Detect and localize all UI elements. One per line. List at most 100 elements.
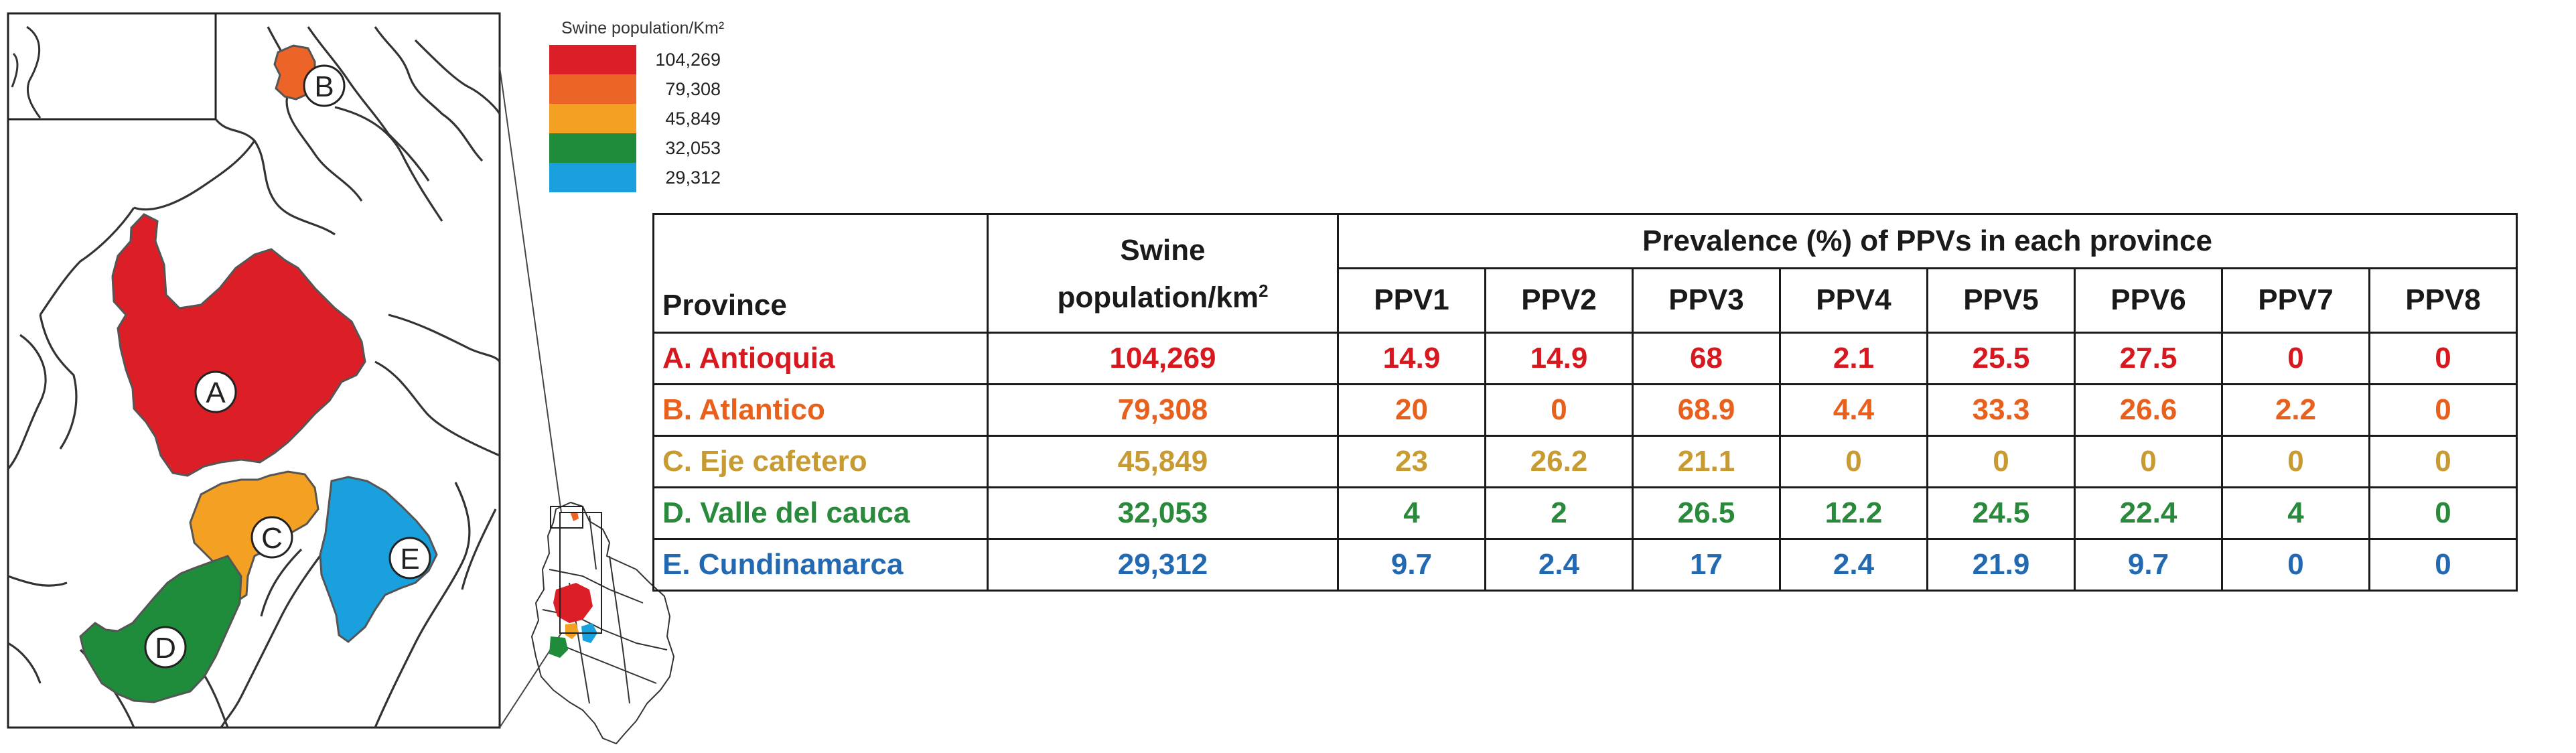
province-cell: A. Antioquia [652, 331, 989, 385]
table-row: D. Valle del cauca 32,053 4 2 26.5 12.2 … [652, 486, 2518, 540]
inset-zoom-frame [559, 512, 602, 634]
prevalence-cell: 26.2 [1484, 434, 1634, 488]
prevalence-table: Swine population/km2 Prevalence (%) of P… [652, 213, 2518, 592]
population-cell: 104,269 [987, 331, 1339, 385]
legend-value: 104,269 [655, 49, 721, 70]
province-cell: C. Eje cafetero [652, 434, 989, 488]
ppv-header: PPV2 [1484, 267, 1634, 334]
prevalence-cell: 33.3 [1926, 383, 2076, 437]
province-header-top [652, 213, 989, 269]
marker-label: D [155, 632, 176, 665]
prevalence-cell: 12.2 [1779, 486, 1928, 540]
legend-item: 79,308 [549, 74, 750, 104]
marker-label: B [314, 70, 334, 103]
table-row: E. Cundinamarca 29,312 9.7 2.4 17 2.4 21… [652, 537, 2518, 592]
prevalence-header: Prevalence (%) of PPVs in each province [1337, 213, 2518, 269]
ppv-header: PPV7 [2221, 267, 2370, 334]
legend-swatch [549, 163, 636, 192]
ppv-header: PPV8 [2368, 267, 2518, 334]
prevalence-cell: 2 [1484, 486, 1634, 540]
legend-value: 29,312 [665, 167, 721, 188]
map-inset-frame [8, 13, 217, 121]
zoom-line [499, 66, 562, 513]
prevalence-cell: 17 [1632, 537, 1781, 592]
province-cell: D. Valle del cauca [652, 486, 989, 540]
legend-swatch [549, 45, 636, 74]
legend-swatch [549, 74, 636, 104]
prevalence-cell: 68.9 [1632, 383, 1781, 437]
prevalence-cell: 0 [2368, 537, 2518, 592]
province-header: Province [652, 268, 989, 334]
marker-d: D [144, 626, 187, 669]
legend: Swine population/Km² 104,269 79,308 45,8… [549, 19, 750, 192]
legend-item: 104,269 [549, 45, 750, 74]
region-antioquia [111, 213, 366, 477]
map-coast-line [26, 25, 42, 119]
prevalence-cell: 0 [1926, 434, 2076, 488]
inset-region-antioquia [553, 583, 593, 623]
prevalence-cell: 2.1 [1779, 331, 1928, 385]
legend-title: Swine population/Km² [561, 19, 725, 38]
map-frame [7, 12, 501, 729]
prevalence-cell: 4.4 [1779, 383, 1928, 437]
table-subheader-row: Province PPV1 PPV2 PPV3 PPV4 PPV5 PPV6 P… [652, 267, 2518, 334]
prevalence-cell: 4 [2221, 486, 2370, 540]
prevalence-table-wrapper: Swine population/km2 Prevalence (%) of P… [652, 213, 2518, 592]
prevalence-cell: 0 [2221, 331, 2370, 385]
prevalence-cell: 2.4 [1779, 537, 1928, 592]
prevalence-cell: 2.4 [1484, 537, 1634, 592]
legend-value: 79,308 [665, 78, 721, 99]
prevalence-cell: 0 [1779, 434, 1928, 488]
table-row: B. Atlantico 79,308 20 0 68.9 4.4 33.3 2… [652, 383, 2518, 437]
population-cell: 32,053 [987, 486, 1339, 540]
ppv-header: PPV1 [1337, 267, 1486, 334]
legend-item: 29,312 [549, 163, 750, 192]
prevalence-cell: 20 [1337, 383, 1486, 437]
population-cell: 29,312 [987, 537, 1339, 592]
prevalence-cell: 21.1 [1632, 434, 1781, 488]
marker-label: A [206, 376, 226, 409]
prevalence-cell: 21.9 [1926, 537, 2076, 592]
prevalence-cell: 0 [2368, 383, 2518, 437]
region-cundinamarca [319, 476, 438, 643]
population-header-line1: Swine [1120, 234, 1206, 267]
prevalence-cell: 0 [1484, 383, 1634, 437]
prevalence-cell: 14.9 [1484, 331, 1634, 385]
country-inset-map [531, 502, 674, 744]
ppv-header: PPV4 [1779, 267, 1928, 334]
ppv-header: PPV6 [2074, 267, 2223, 334]
population-header-unit: population/km [1057, 281, 1259, 315]
inset-region-valle-del-cauca [549, 636, 568, 658]
country-outline [531, 502, 674, 744]
prevalence-cell: 27.5 [2074, 331, 2223, 385]
prevalence-cell: 0 [2368, 434, 2518, 488]
prevalence-cell: 26.5 [1632, 486, 1781, 540]
ppv-header: PPV5 [1926, 267, 2076, 334]
marker-label: E [400, 543, 419, 575]
population-cell: 79,308 [987, 383, 1339, 437]
population-header-line2: population/km2 [989, 271, 1337, 318]
prevalence-cell: 4 [1337, 486, 1486, 540]
prevalence-cell: 25.5 [1926, 331, 2076, 385]
prevalence-cell: 0 [2221, 537, 2370, 592]
marker-e: E [388, 537, 431, 579]
marker-a: A [194, 370, 237, 413]
prevalence-cell: 0 [2368, 486, 2518, 540]
legend-value: 45,849 [665, 108, 721, 129]
legend-value: 32,053 [665, 137, 721, 158]
prevalence-cell: 23 [1337, 434, 1486, 488]
prevalence-cell: 22.4 [2074, 486, 2223, 540]
marker-b: B [303, 64, 346, 107]
marker-c: C [251, 516, 293, 559]
inset-detail-frame [550, 506, 583, 529]
prevalence-cell: 0 [2368, 331, 2518, 385]
population-header: Swine population/km2 [987, 213, 1339, 334]
ppv-header: PPV3 [1632, 267, 1781, 334]
prevalence-cell: 68 [1632, 331, 1781, 385]
legend-item: 32,053 [549, 133, 750, 163]
table-row: A. Antioquia 104,269 14.9 14.9 68 2.1 25… [652, 331, 2518, 385]
map-coast-line [11, 52, 19, 88]
legend-swatch [549, 133, 636, 163]
prevalence-cell: 9.7 [2074, 537, 2223, 592]
province-cell: E. Cundinamarca [652, 537, 989, 592]
